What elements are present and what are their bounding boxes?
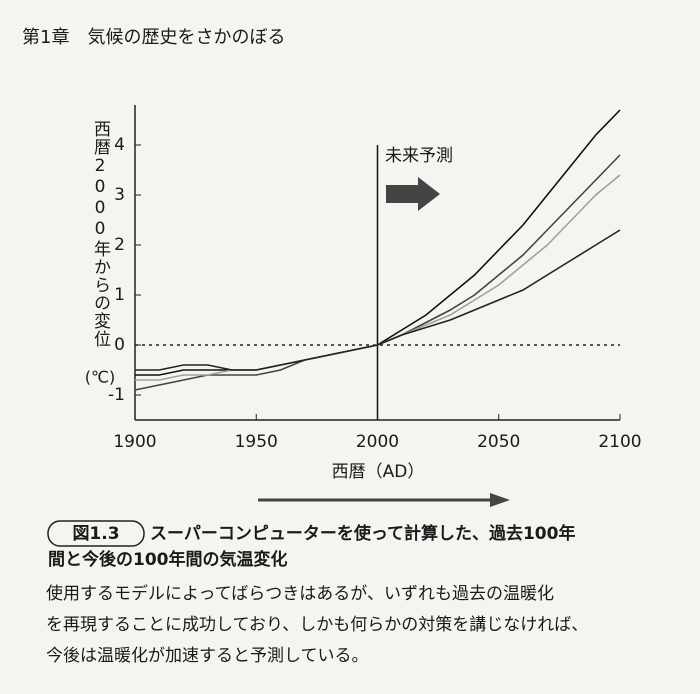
header: 第1章 気候の歴史をさかのぼる: [22, 27, 285, 48]
time-arrow-head: [490, 493, 510, 507]
y-tick-label: 3: [114, 185, 125, 205]
y-tick-label: 2: [114, 235, 125, 255]
y-tick-label: 1: [114, 285, 125, 305]
x-tick-label: 1900: [113, 432, 156, 452]
forecast-arrow: [386, 177, 440, 211]
x-axis-label: 西暦（AD）: [332, 462, 425, 482]
y-tick-label: 4: [114, 135, 125, 155]
x-tick-label: 2000: [356, 432, 399, 452]
caption-title: 間と今後の100年間の気温変化: [48, 549, 288, 570]
y-tick-label: 0: [114, 335, 125, 355]
annotation: 未来予測: [385, 146, 453, 166]
caption-body: を再現することに成功しており、しかも何らかの対策を講じなければ、: [46, 615, 588, 635]
y-axis-unit: (℃): [85, 368, 115, 387]
caption-label: 図1.3: [72, 524, 119, 544]
series-line: [135, 229, 621, 371]
x-tick-label: 2100: [598, 432, 641, 452]
caption-body: 使用するモデルによってばらつきはあるが、いずれも過去の温暖化: [46, 583, 554, 604]
y-axis-label: 西暦2000年からの変位: [90, 120, 111, 348]
x-tick-label: 1950: [235, 432, 278, 452]
y-tick-label: -1: [108, 385, 125, 405]
caption-label-box: [47, 520, 145, 547]
x-tick-label: 2050: [477, 432, 520, 452]
caption-body: 今後は温暖化が加速すると予測している。: [46, 646, 369, 666]
caption-title: スーパーコンピューターを使って計算した、過去100年: [150, 523, 575, 544]
